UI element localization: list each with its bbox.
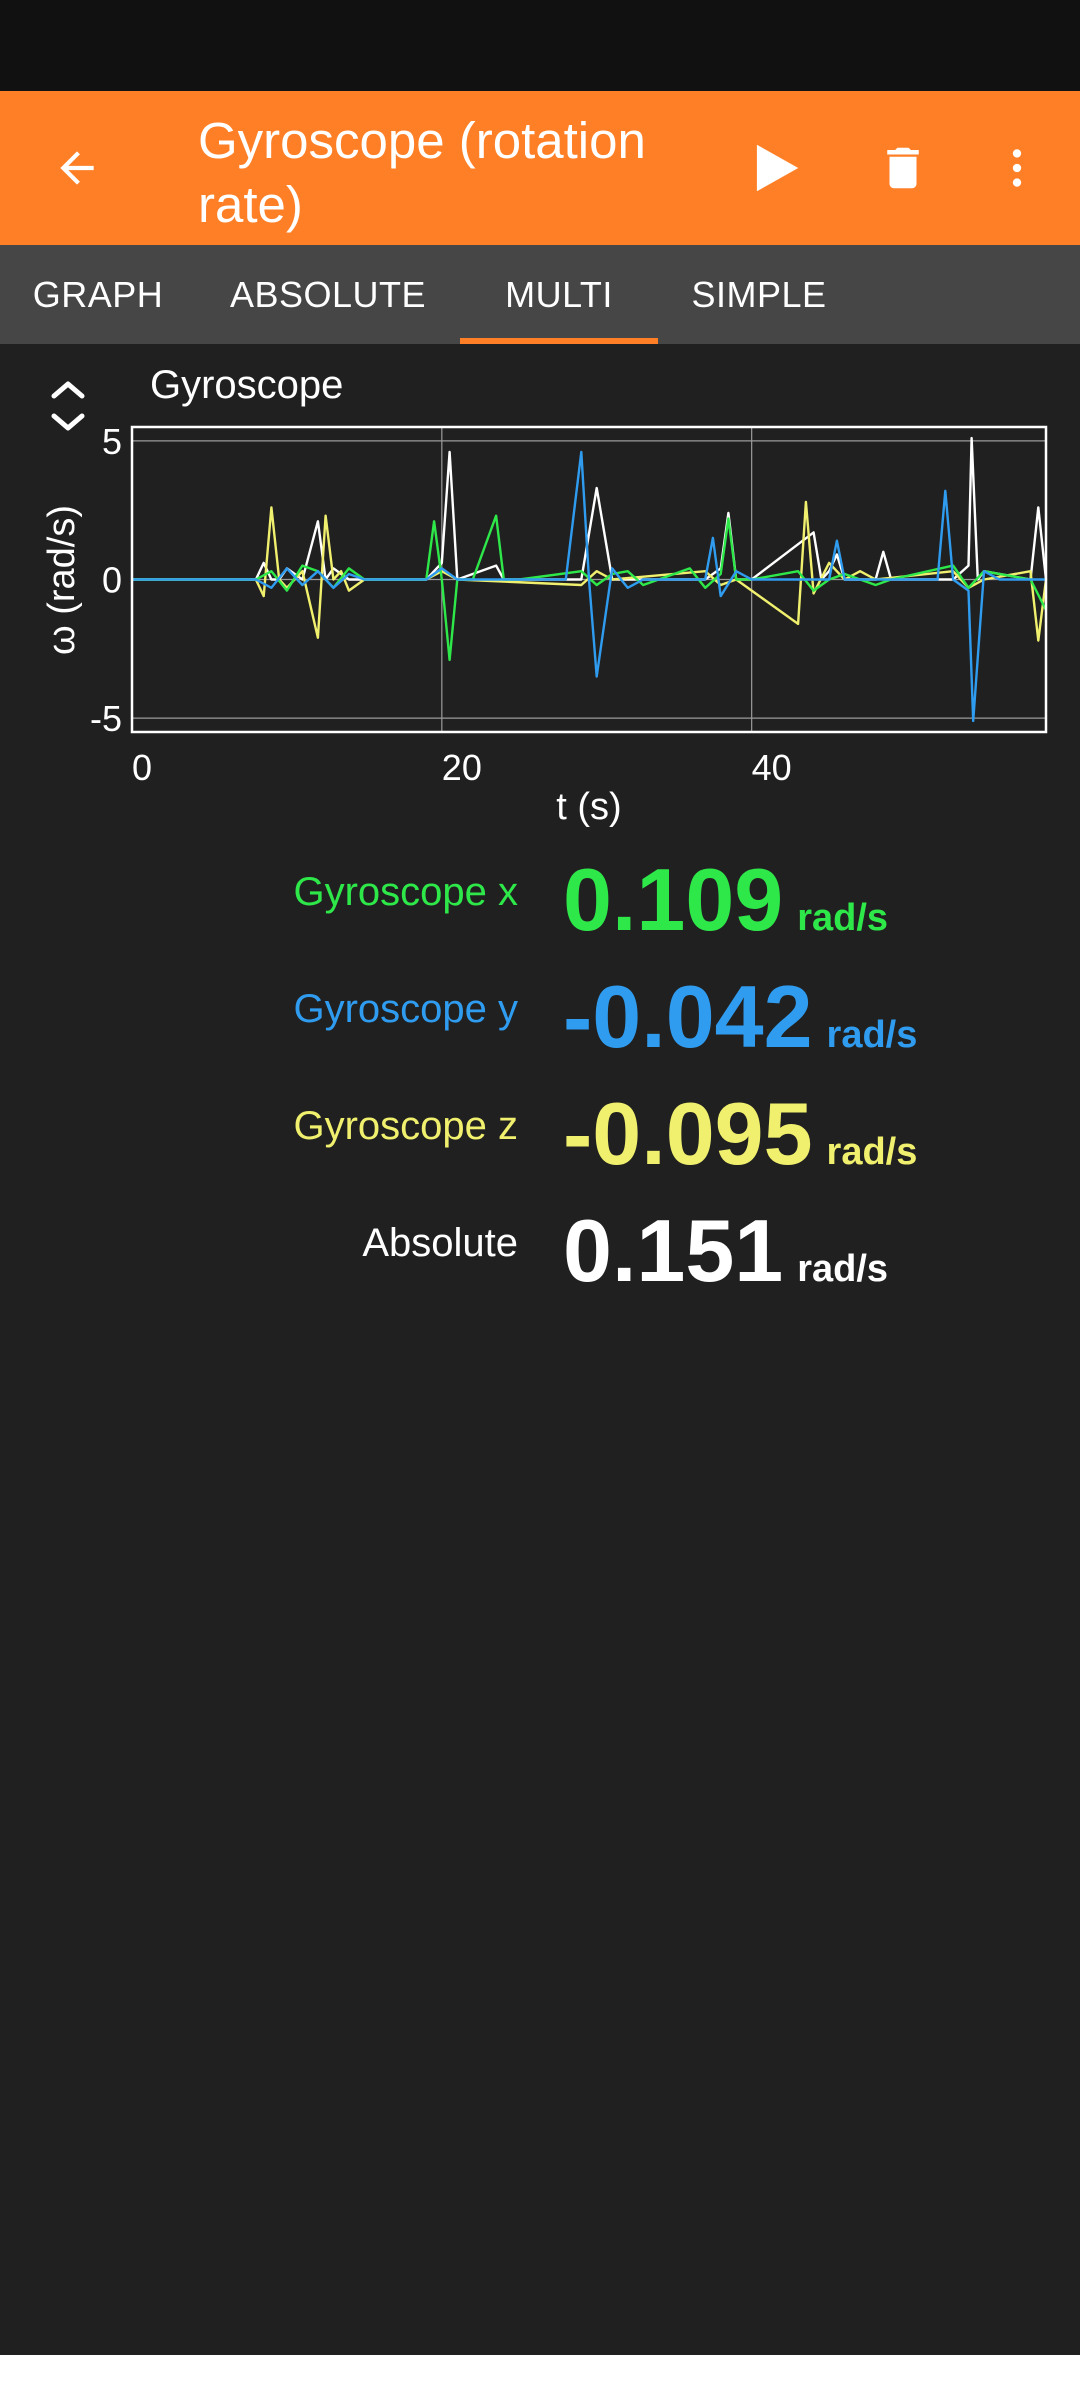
absolute-value: 0.151 rad/s bbox=[563, 1201, 888, 1319]
gyroscope-z-value: -0.095 rad/s bbox=[563, 1084, 917, 1202]
gyroscope-z-number: -0.095 bbox=[563, 1084, 813, 1183]
gyroscope-z-label: Gyroscope z bbox=[293, 1104, 518, 1148]
gyroscope-x-label: Gyroscope x bbox=[293, 870, 518, 914]
chart-series-gyroscope-y bbox=[132, 450, 1046, 723]
more-options-button[interactable] bbox=[970, 121, 1064, 215]
chart-x-axis-label: t (s) bbox=[556, 786, 621, 828]
gyroscope-y-value: -0.042 rad/s bbox=[563, 967, 917, 1085]
gyroscope-x-unit: rad/s bbox=[797, 897, 889, 939]
tab-multi[interactable]: MULTI bbox=[505, 273, 613, 315]
chart-title: Gyroscope bbox=[150, 363, 343, 407]
gyroscope-y-label: Gyroscope y bbox=[293, 987, 518, 1031]
tab-bar: GRAPH ABSOLUTE MULTI SIMPLE bbox=[0, 245, 1080, 344]
status-bar bbox=[0, 0, 1080, 91]
chart-y-tick-label: 0 bbox=[102, 560, 122, 601]
play-button[interactable] bbox=[728, 121, 822, 215]
value-row-gyroscope-y: Gyroscope y -0.042 rad/s bbox=[0, 967, 1080, 1077]
app-bar: Gyroscope (rotation rate) bbox=[0, 91, 1080, 245]
chart-x-tick-label: 40 bbox=[752, 747, 792, 788]
chart-y-tick-label: -5 bbox=[90, 698, 122, 739]
navigation-bar bbox=[0, 2355, 1080, 2400]
page-title: Gyroscope (rotation rate) bbox=[198, 112, 646, 233]
tab-absolute[interactable]: ABSOLUTE bbox=[229, 273, 427, 315]
gyroscope-z-unit: rad/s bbox=[826, 1131, 918, 1173]
gyroscope-x-number: 0.109 bbox=[563, 850, 784, 949]
delete-button[interactable] bbox=[856, 121, 950, 215]
selected-tab-indicator bbox=[460, 338, 658, 344]
chart-x-tick-label: 0 bbox=[132, 747, 152, 788]
absolute-label: Absolute bbox=[362, 1221, 518, 1265]
chart-series-absolute bbox=[132, 436, 1048, 581]
value-row-gyroscope-x: Gyroscope x 0.109 rad/s bbox=[0, 850, 1080, 960]
absolute-unit: rad/s bbox=[797, 1248, 889, 1290]
graph-panel[interactable]: Gyroscope ω (rad/s) t (s) 0 20 40 5 0 -5 bbox=[0, 344, 1080, 844]
gyroscope-y-number: -0.042 bbox=[563, 967, 813, 1066]
play-icon bbox=[756, 144, 799, 192]
chart-frame bbox=[130, 425, 1048, 734]
chart-y-tick-label: 5 bbox=[102, 421, 122, 462]
chart-y-axis-label: ω (rad/s) bbox=[41, 505, 83, 655]
gyroscope-y-unit: rad/s bbox=[826, 1014, 918, 1056]
value-row-gyroscope-z: Gyroscope z -0.095 rad/s bbox=[0, 1084, 1080, 1194]
absolute-number: 0.151 bbox=[563, 1201, 784, 1300]
delete-icon bbox=[887, 147, 919, 189]
value-row-absolute: Absolute 0.151 rad/s bbox=[0, 1201, 1080, 1311]
gyroscope-x-value: 0.109 rad/s bbox=[563, 850, 888, 968]
more-vert-icon bbox=[1012, 149, 1022, 187]
tab-graph[interactable]: GRAPH bbox=[32, 273, 164, 315]
tab-simple[interactable]: SIMPLE bbox=[691, 273, 827, 315]
expand-collapse-icon[interactable] bbox=[46, 376, 90, 436]
back-button[interactable] bbox=[30, 121, 124, 215]
chart-x-tick-label: 20 bbox=[442, 747, 482, 788]
back-arrow-icon bbox=[60, 151, 94, 185]
